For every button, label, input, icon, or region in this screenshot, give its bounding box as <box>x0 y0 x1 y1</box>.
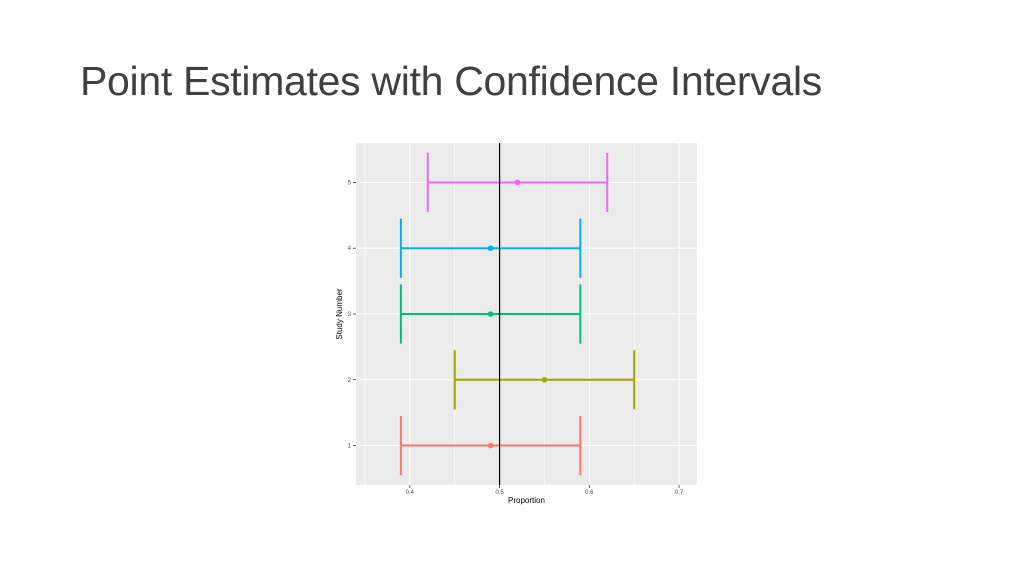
error-bars <box>399 152 636 476</box>
point-estimate <box>514 179 521 186</box>
y-tick-label: 4 <box>348 246 352 252</box>
y-tick-label: 2 <box>348 378 352 384</box>
point-estimate <box>487 245 494 252</box>
error-bar-study-2 <box>453 350 636 410</box>
error-bar-study-4 <box>399 218 582 278</box>
x-axis-title: Proportion <box>508 496 545 505</box>
x-tick-label: 0.4 <box>406 490 415 496</box>
error-bar-study-3 <box>399 284 582 344</box>
error-bar-study-5 <box>426 152 609 213</box>
x-tick-label: 0.6 <box>585 490 594 496</box>
x-tick-label: 0.7 <box>675 490 684 496</box>
point-estimate <box>487 442 494 449</box>
y-tick-label: 3 <box>348 312 352 318</box>
x-axis: 0.4 0.5 0.6 0.7 <box>406 485 684 496</box>
slide-title: Point Estimates with Confidence Interval… <box>80 58 822 104</box>
x-tick-label: 0.5 <box>495 490 504 496</box>
y-tick-label: 5 <box>348 180 352 186</box>
point-estimate <box>487 311 494 317</box>
y-axis-title: Study Number <box>335 288 344 339</box>
point-estimate <box>541 376 548 383</box>
error-bar-study-1 <box>399 415 582 476</box>
y-tick-label: 1 <box>348 444 352 450</box>
y-axis: 1 2 3 4 5 <box>348 180 356 450</box>
